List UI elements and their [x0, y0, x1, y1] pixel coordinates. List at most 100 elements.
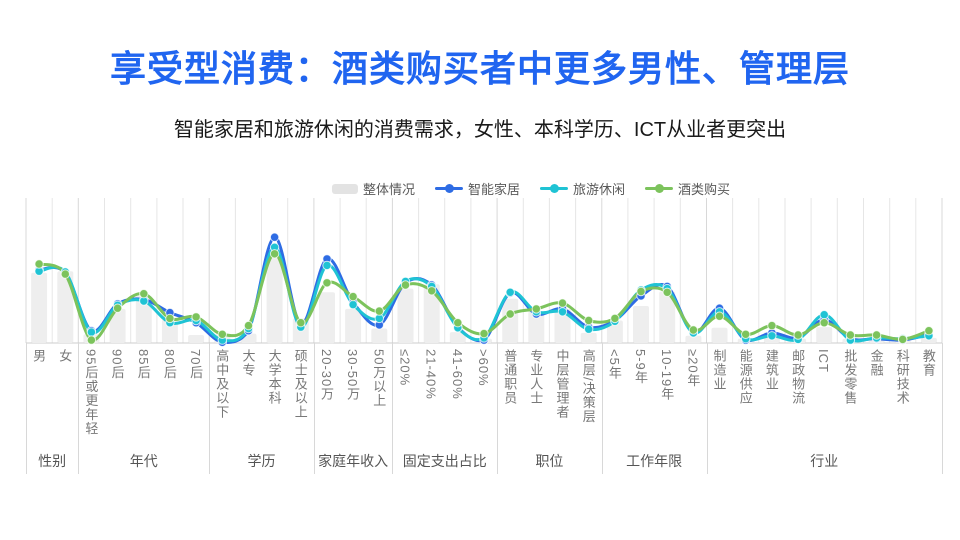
legend-dot-icon: [655, 184, 665, 193]
legend-item[interactable]: 整体情况: [331, 179, 415, 198]
group-separator-line: [601, 343, 603, 474]
data-point-marker: [322, 260, 332, 271]
x-axis-category-label: 30-50万: [345, 349, 361, 402]
page-title: 享受型消费：酒类购买者中更多男性、管理层: [109, 48, 850, 89]
overall-bar: [528, 311, 545, 343]
data-point-marker: [871, 330, 882, 340]
x-axis-category-label: 建筑业: [763, 349, 779, 391]
x-axis-category-label: ≥20年: [685, 349, 701, 388]
data-point-marker: [610, 313, 620, 324]
legend-line-swatch-icon: [540, 184, 568, 194]
overall-bar: [816, 327, 833, 343]
x-axis-category-label: 5-9年: [633, 349, 648, 385]
data-point-marker: [86, 335, 97, 345]
overall-bar: [633, 306, 649, 343]
x-axis-category-label: 制造业: [711, 349, 727, 391]
data-point-marker: [191, 312, 201, 322]
data-point-marker: [819, 318, 829, 328]
data-point-marker: [714, 311, 725, 321]
x-axis-category-label: 高层/决策层: [580, 349, 596, 424]
data-point-marker: [505, 309, 515, 319]
x-axis-category-label: 教育: [920, 349, 936, 377]
x-axis-category-label: 科研技术: [894, 349, 910, 405]
x-axis-category-label: 高中及以下: [214, 349, 230, 419]
series-line: [37, 252, 931, 342]
group-separator-line: [313, 343, 315, 474]
group-separator-line: [706, 343, 708, 474]
group-separator-line: [392, 343, 394, 474]
axis-group-label: 家庭年收入: [318, 453, 389, 469]
x-axis-category-label: 男: [31, 349, 47, 363]
group-separator-line: [26, 343, 27, 474]
data-point-marker: [374, 306, 384, 316]
overall-bar: [659, 291, 676, 343]
x-axis-category-label: <5年: [606, 349, 622, 380]
x-axis-category-label: 普通职员: [502, 349, 518, 405]
x-axis-category-label: >60%: [476, 349, 491, 387]
axis-group-label: 年代: [129, 453, 158, 469]
overall-bar: [161, 319, 178, 343]
page-subtitle: 智能家居和旅游休闲的消费需求，女性、本科学历、ICT从业者更突出: [173, 119, 787, 141]
data-point-marker: [139, 289, 149, 299]
legend-item[interactable]: 酒类购买: [645, 179, 730, 198]
data-point-marker: [243, 320, 254, 331]
legend-label: 智能家居: [467, 182, 520, 197]
data-point-marker: [60, 269, 71, 279]
axis-group-label: 行业: [810, 453, 839, 469]
x-axis-category-label: 专业人士: [528, 349, 544, 405]
data-point-marker: [898, 334, 908, 345]
x-axis-category-label: 大专: [240, 349, 256, 377]
trend-chart: [25, 198, 943, 347]
x-axis-category-label: ≤20%: [397, 349, 413, 387]
overall-bar: [449, 332, 466, 343]
x-axis-category-label: 女: [57, 349, 73, 363]
x-axis-category-label: 批发零售: [842, 349, 858, 405]
data-point-marker: [688, 325, 699, 335]
group-separator-line: [209, 343, 211, 474]
legend-bar-swatch-icon: [331, 183, 358, 194]
legend-item[interactable]: 旅游休闲: [540, 179, 625, 198]
overall-bar: [57, 271, 74, 343]
axis-group-label: 工作年限: [626, 453, 683, 469]
x-axis-category-label: 85后: [135, 349, 151, 380]
x-axis-category-label: ICT: [816, 349, 832, 373]
overall-bar: [135, 295, 152, 343]
data-point-marker: [453, 318, 463, 328]
x-axis-category-label: 邮政物流: [790, 349, 806, 405]
data-point-marker: [557, 307, 568, 317]
data-point-marker: [86, 327, 97, 337]
x-axis-category-label: 金融: [868, 349, 884, 377]
axis-group-label: 职位: [535, 453, 564, 469]
data-point-marker: [269, 249, 280, 259]
overall-bar: [606, 320, 623, 343]
group-separator-line: [78, 343, 80, 474]
data-point-marker: [296, 318, 306, 328]
data-point-marker: [531, 304, 541, 314]
overall-bar: [502, 298, 519, 343]
x-axis-category-label: 20-30万: [319, 349, 334, 402]
data-point-marker: [557, 298, 568, 308]
overall-bar: [31, 272, 48, 343]
overall-bar: [711, 327, 728, 343]
data-point-marker: [584, 324, 594, 334]
x-axis-category-label: 硕士及以上: [292, 349, 308, 419]
legend-label: 旅游休闲: [573, 182, 626, 197]
data-point-marker: [322, 278, 332, 288]
x-axis-category-label: 50万以上: [371, 349, 387, 408]
x-axis-category-label: 大学本科: [266, 349, 282, 405]
data-point-marker: [348, 299, 358, 310]
legend-item[interactable]: 智能家居: [434, 179, 520, 198]
data-point-marker: [479, 328, 489, 339]
overall-bar: [345, 308, 362, 343]
data-point-marker: [636, 286, 646, 297]
data-point-marker: [819, 310, 829, 320]
x-axis-category-label: 41-60%: [449, 349, 465, 400]
data-point-marker: [845, 330, 856, 340]
legend-label: 整体情况: [362, 182, 415, 197]
data-point-marker: [584, 315, 594, 326]
data-point-marker: [505, 287, 515, 298]
data-point-marker: [269, 232, 280, 242]
group-separator-line: [942, 343, 943, 474]
overall-bar: [319, 292, 335, 344]
